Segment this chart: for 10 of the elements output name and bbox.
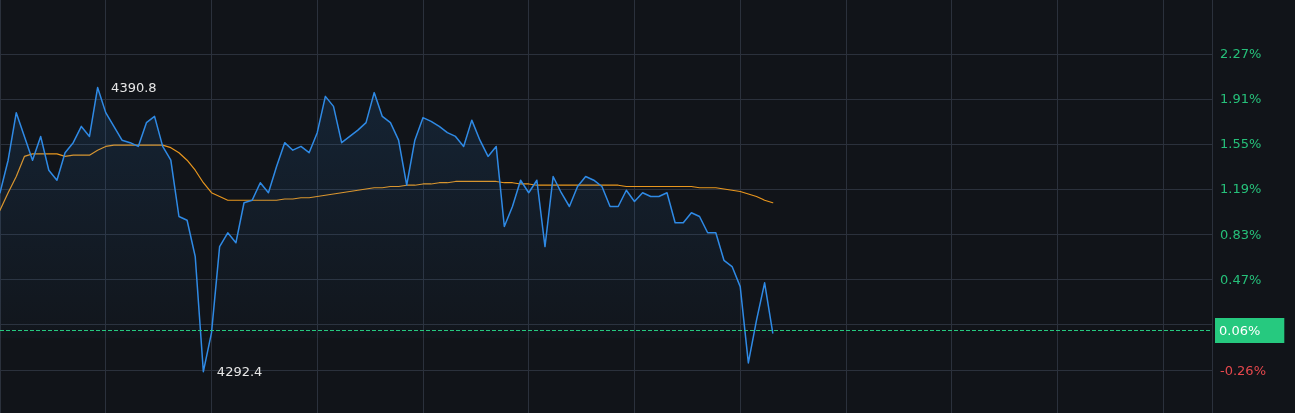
y-tick-label: 0.83% [1220,226,1262,242]
y-tick-label: 1.55% [1220,136,1262,152]
y-tick-label: -0.26% [1220,362,1266,378]
y-tick-label: 2.27% [1220,46,1262,62]
y-tick-label: 1.19% [1220,181,1262,197]
y-tick-label: 0.47% [1220,271,1262,287]
y-tick-label: 1.91% [1220,91,1262,107]
annotation: 4292.4 [216,364,263,380]
ref-line-label: 0.06% [1219,322,1261,338]
annotation: 4390.8 [111,80,157,96]
